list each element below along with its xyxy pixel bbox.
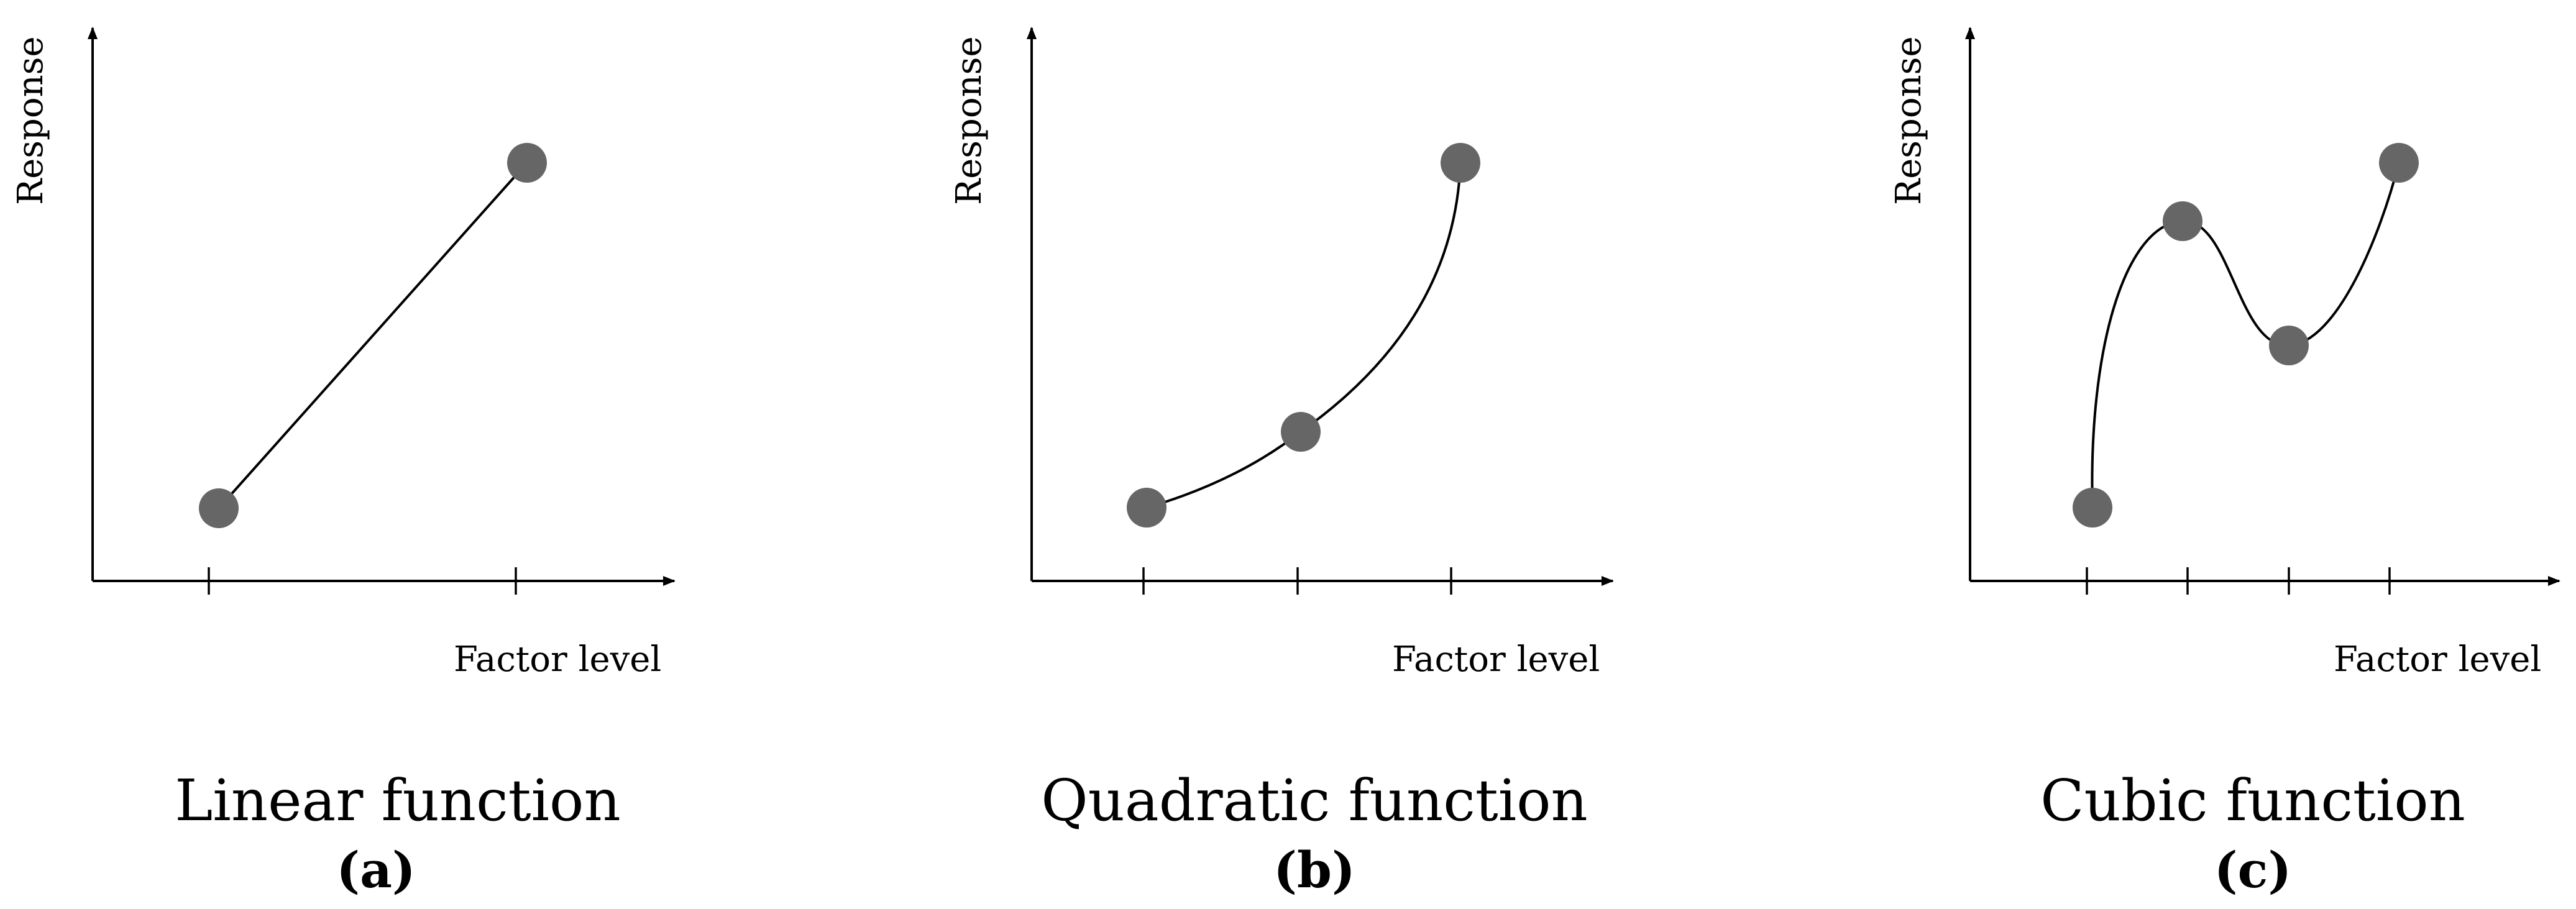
data-point (2379, 143, 2419, 183)
y-axis-label: Response (949, 36, 989, 205)
panel-letter: (b) (1273, 841, 1355, 899)
panel-title: Linear function (175, 767, 620, 834)
data-point (2269, 326, 2309, 365)
data-point (1281, 412, 1321, 452)
panel-title: Cubic function (2040, 767, 2465, 834)
panel-title: Quadratic function (1041, 767, 1588, 834)
panel-b: Response Factor level Quadratic function… (949, 27, 1614, 899)
x-axis-label: Factor level (454, 639, 661, 680)
quadratic-curve (1146, 162, 1462, 509)
panel-letter: (c) (2214, 841, 2291, 899)
data-point (2073, 488, 2112, 528)
data-point (507, 143, 547, 183)
data-point (1441, 143, 1480, 183)
panel-a: Response Factor level Linear function (a… (11, 27, 676, 899)
panel-letter: (a) (336, 841, 416, 899)
data-point (1127, 488, 1167, 528)
y-axis-label: Response (11, 36, 51, 205)
data-point (199, 488, 239, 528)
cubic-curve (2091, 162, 2400, 508)
panel-c: Response Factor level Cubic function (c) (1889, 27, 2560, 899)
linear-line (218, 162, 528, 509)
y-axis-label: Response (1889, 36, 1929, 205)
x-axis-label: Factor level (1392, 639, 1600, 680)
x-axis-label: Factor level (2334, 639, 2541, 680)
data-point (2163, 201, 2202, 241)
